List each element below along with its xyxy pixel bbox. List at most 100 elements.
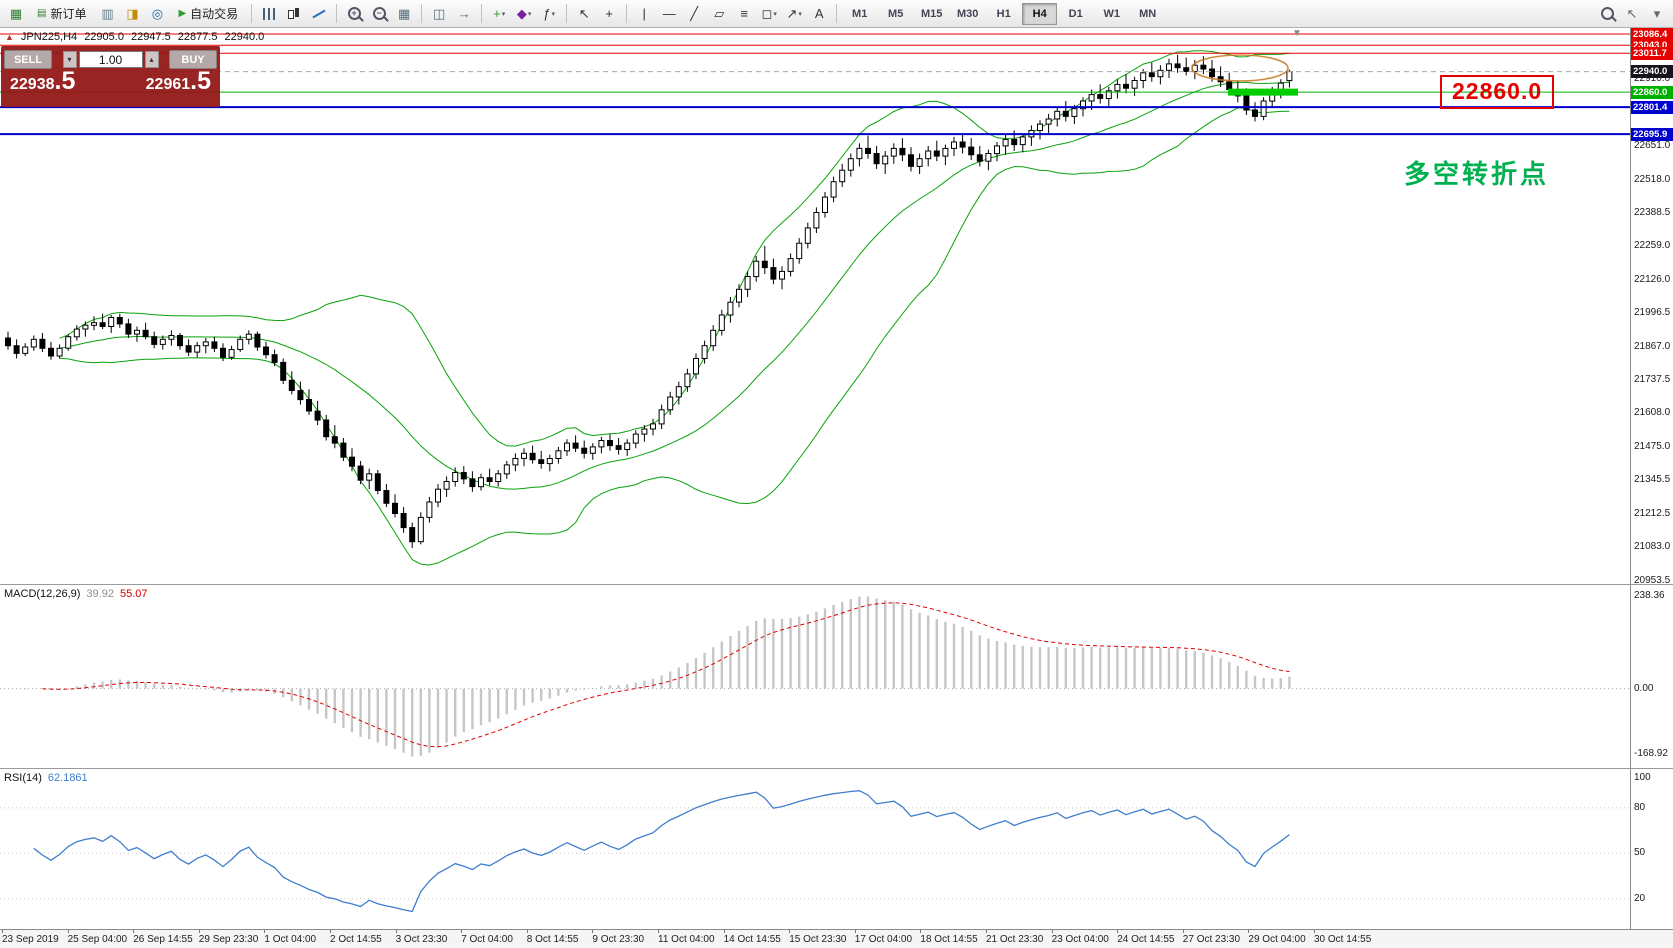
chart-profiles-icon-glyph: ◆: [516, 5, 527, 21]
chart-note-text[interactable]: 多空转折点: [1404, 159, 1550, 189]
indicators-icon[interactable]: ƒ ▾: [537, 3, 561, 25]
timeframe-m30[interactable]: M30: [956, 7, 979, 20]
market-watch-icon[interactable]: ◨: [120, 3, 144, 25]
date-axis-label: 3 Oct 23:30: [395, 934, 448, 945]
equidistant-channel-icon-glyph: ▱: [714, 5, 725, 21]
price-axis-label: 21212.5: [1634, 508, 1671, 520]
text-label-icon[interactable]: A: [807, 3, 831, 25]
panel-divider[interactable]: [0, 584, 1673, 585]
quick-cursor-icon[interactable]: ↖: [1620, 3, 1644, 25]
toolbar-separator: [421, 4, 423, 23]
macd-axis-label: 238.36: [1634, 590, 1665, 602]
community-icon[interactable]: ◎: [145, 3, 169, 25]
candlestick-chart-type-icon-shape: [287, 7, 301, 21]
toolbar: ▦ ▤ 新订单 ▥ ◨ ◎ ▶ 自动交易 + − ▦ ◫ → + ▾ ◆ ▾ ƒ ▾ ↖ + | — ╱ ▱ ≡ ◻ ▾ ↗ ▾ A M1 M5…: [0, 0, 1673, 28]
tile-windows-icon[interactable]: ▦: [392, 3, 416, 25]
volume-decrease-button[interactable]: ▾: [62, 51, 77, 68]
shapes-icon-glyph: ◻: [761, 5, 773, 21]
new-order-button-icon: ▤: [37, 8, 47, 19]
date-axis-label: 23 Sep 2019: [2, 934, 59, 945]
bar-chart-type-icon-shape: [262, 7, 276, 20]
shapes-icon[interactable]: ◻ ▾: [757, 3, 781, 25]
panel-divider[interactable]: [0, 768, 1673, 769]
community-icon-glyph: ◎: [151, 5, 164, 21]
date-axis-tick: [920, 930, 922, 933]
date-axis-label: 29 Oct 04:00: [1248, 934, 1306, 945]
price-level-tag: 23086.4: [1631, 27, 1673, 41]
bar-chart-type-icon[interactable]: [257, 3, 281, 25]
one-click-trading-panel: SELL ▾ ▴ BUY 22938.5 22961.5: [1, 46, 220, 107]
price-level-tag: 22940.0: [1631, 65, 1673, 79]
line-chart-type-icon-shape: [312, 9, 326, 18]
line-chart-type-icon[interactable]: [307, 3, 331, 25]
date-axis-tick: [1051, 930, 1053, 933]
menu-expand-icon[interactable]: ▾: [1645, 3, 1669, 25]
charts-icon[interactable]: ▥: [95, 3, 119, 25]
cascade-windows-icon[interactable]: ◫: [427, 3, 451, 25]
price-chart-canvas[interactable]: [0, 28, 1630, 584]
timeframe-w1[interactable]: W1: [1103, 7, 1120, 20]
symbol-period-label: JPN225,H4: [20, 31, 78, 43]
autotrading-button[interactable]: ▶ 自动交易: [170, 3, 246, 25]
trendline-icon[interactable]: ╱: [682, 3, 706, 25]
price-axis-label: 21608.0: [1634, 406, 1671, 418]
volume-input[interactable]: [78, 51, 143, 68]
crosshair-icon-glyph: +: [605, 6, 613, 21]
cursor-icon-glyph: ↖: [578, 5, 590, 21]
buy-button[interactable]: BUY: [169, 50, 217, 69]
time-axis[interactable]: 23 Sep 2019 25 Sep 04:00 26 Sep 14:55 29 Se…: [0, 929, 1673, 948]
text-label-icon-glyph: A: [814, 6, 824, 21]
date-axis-label: 11 Oct 04:00: [658, 934, 715, 945]
timeframe-h1[interactable]: H1: [996, 7, 1011, 20]
price-axis-label: 21867.0: [1634, 340, 1671, 352]
price-axis-label: 22259.0: [1634, 240, 1671, 251]
macd-canvas[interactable]: [0, 586, 1630, 768]
zoom-out-icon[interactable]: −: [367, 3, 391, 25]
timeframe-m5[interactable]: M5: [888, 7, 904, 20]
rsi-axis-label: 50: [1634, 847, 1646, 859]
sell-button[interactable]: SELL: [4, 50, 52, 69]
timeframe-h4[interactable]: H4: [1022, 2, 1058, 25]
zoom-in-icon[interactable]: +: [342, 3, 366, 25]
date-axis-tick: [461, 930, 463, 933]
crosshair-icon[interactable]: +: [597, 3, 621, 25]
buy-price: 22961.5: [145, 67, 211, 95]
fibonacci-icon-glyph: ≡: [740, 6, 748, 21]
chart-shift-icon[interactable]: →: [452, 3, 476, 25]
macd-axis-label: -168.92: [1634, 748, 1668, 759]
price-axis-label: 20953.5: [1634, 574, 1671, 586]
price-axis[interactable]: 22910.0 22651.0 22518.0 22388.5 22259.0 22126…: [1630, 27, 1673, 929]
price-chart-panel: ▲ JPN225,H4 22905.0 22947.5 22877.5 2294…: [0, 28, 1630, 584]
charts-icon-glyph: ▥: [101, 5, 114, 21]
timeframe-d1[interactable]: D1: [1068, 7, 1083, 20]
equidistant-channel-icon[interactable]: ▱: [707, 3, 731, 25]
chart-shift-icon-glyph: →: [457, 6, 471, 21]
cursor-icon[interactable]: ↖: [572, 3, 596, 25]
terminal-icon[interactable]: ▦: [4, 3, 28, 25]
date-axis-tick: [854, 930, 856, 933]
rsi-value: 62.1861: [47, 772, 88, 784]
candlestick-chart-type-icon[interactable]: [282, 3, 306, 25]
new-order-button[interactable]: ▤ 新订单: [29, 3, 94, 25]
timeframe-mn[interactable]: MN: [1139, 7, 1157, 20]
date-axis-label: 23 Oct 04:00: [1051, 934, 1109, 945]
chart-profiles-icon[interactable]: ◆ ▾: [512, 3, 536, 25]
price-annotation-box[interactable]: 22860.0: [1440, 75, 1555, 109]
new-chart-icon[interactable]: + ▾: [487, 3, 511, 25]
date-axis-label: 7 Oct 04:00: [461, 934, 513, 945]
zoom-out-icon-shape: −: [372, 7, 386, 20]
fibonacci-icon[interactable]: ≡: [732, 3, 756, 25]
timeframe-m15[interactable]: M15: [920, 7, 943, 20]
vertical-line-icon-glyph: |: [642, 6, 646, 21]
vertical-line-icon[interactable]: |: [632, 3, 656, 25]
chart-shift-marker[interactable]: ▼: [1292, 28, 1302, 39]
timeframe-m1[interactable]: M1: [852, 7, 868, 20]
date-axis-label: 30 Oct 14:55: [1314, 934, 1372, 945]
arrows-icon[interactable]: ↗ ▾: [782, 3, 806, 25]
date-axis-tick: [592, 930, 594, 933]
rsi-canvas[interactable]: [0, 770, 1630, 929]
new-chart-icon-glyph: +: [493, 6, 501, 21]
search-icon[interactable]: [1595, 3, 1619, 25]
horizontal-line-icon[interactable]: —: [657, 3, 681, 25]
volume-increase-button[interactable]: ▴: [144, 51, 159, 68]
